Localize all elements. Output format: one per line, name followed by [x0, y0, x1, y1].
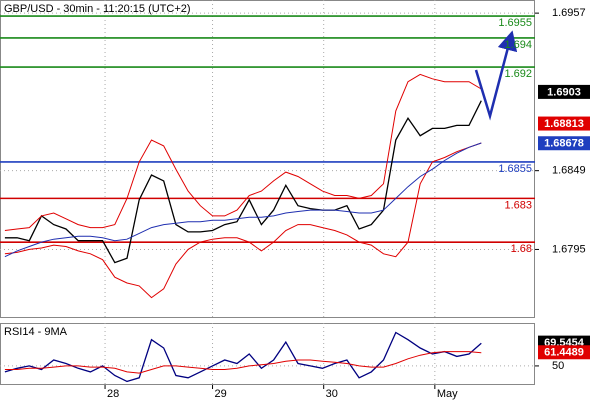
- price-marker-label: 1.68678: [544, 138, 584, 150]
- y-tick-label: 1.6795: [552, 243, 586, 255]
- forecast-arrow: [474, 30, 518, 121]
- level-label: 1.6955: [498, 17, 532, 29]
- x-tick-label: 29: [215, 388, 227, 400]
- price-marker-label: 1.68813: [544, 118, 584, 130]
- level-label: 1.683: [504, 199, 532, 211]
- price-marker: [538, 136, 590, 151]
- x-tick-label: May: [437, 388, 458, 400]
- x-tick-label: 30: [326, 388, 338, 400]
- y-tick-label: 1.6957: [552, 7, 586, 19]
- series-line: [4, 142, 482, 299]
- y-tick-label: 50: [552, 360, 564, 372]
- panel-frame: [0, 0, 535, 318]
- series-line: [4, 73, 482, 231]
- level-label: 1.6855: [498, 163, 532, 175]
- panel-title: GBP/USD - 30min - 11:20:15 (UTC+2): [4, 3, 191, 15]
- price-marker: [538, 84, 590, 99]
- price-marker: [538, 345, 590, 360]
- level-label: 1.68: [511, 243, 532, 255]
- series-line: [4, 142, 482, 258]
- price-marker-label: 1.6903: [547, 86, 581, 98]
- x-tick-label: 28: [107, 388, 119, 400]
- price-marker-label: 61.4489: [544, 347, 584, 359]
- y-tick-label: 1.6849: [552, 165, 586, 177]
- panel-title: RSI14 - 9MA: [4, 326, 68, 338]
- level-label: 1.692: [504, 68, 532, 80]
- series-line: [4, 351, 482, 374]
- series-line: [4, 100, 482, 264]
- series-line: [4, 331, 482, 383]
- panel-frame: [0, 323, 535, 385]
- level-label: 1.694: [504, 39, 532, 51]
- price-marker: [538, 116, 590, 131]
